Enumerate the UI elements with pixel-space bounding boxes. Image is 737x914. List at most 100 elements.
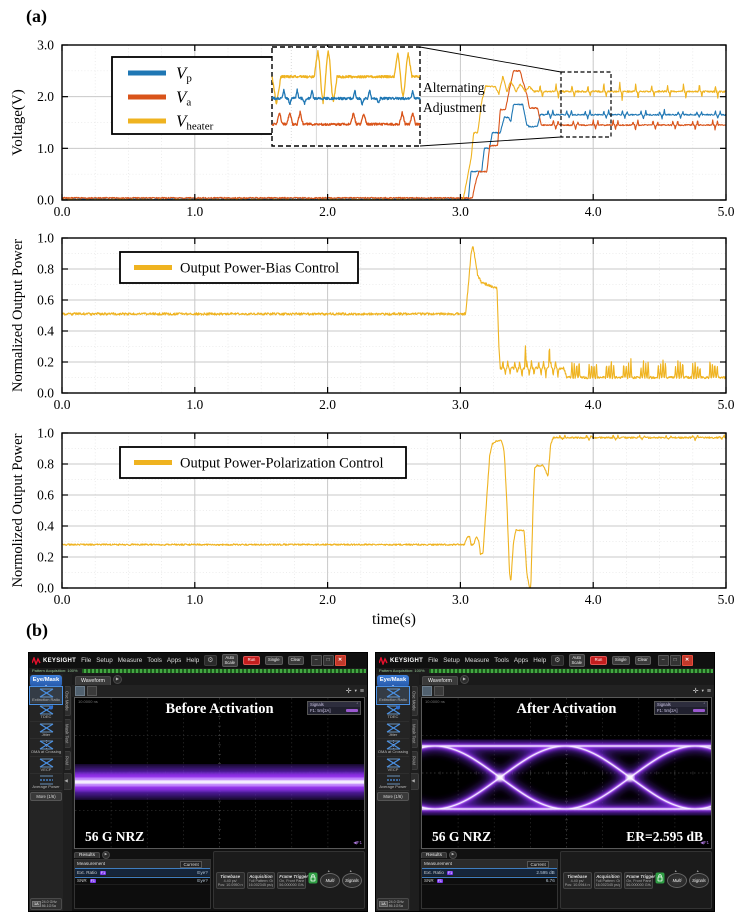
autoscale-button[interactable]: Auto Scale — [221, 653, 238, 668]
layout-button-1[interactable] — [422, 686, 432, 696]
clear-button[interactable]: Clear — [634, 656, 651, 665]
minimize-button[interactable]: – — [310, 655, 322, 666]
module-button[interactable]: 1A 24.0 GHz 86.1GSa — [377, 898, 409, 910]
multi-button[interactable]: ▲ Multi — [667, 869, 688, 888]
gear-icon[interactable]: ⚙ — [204, 655, 217, 666]
collapse-sidebar-icon[interactable]: ◀ — [410, 772, 419, 790]
eye-mask-mode-button[interactable]: Eye/Mask ⌄ — [30, 675, 62, 687]
menu-measure[interactable]: Measure — [117, 657, 143, 664]
tab-results[interactable]: Results — [74, 852, 100, 858]
tab-mask-test[interactable]: Mask Test — [64, 718, 71, 748]
autoscale-button[interactable]: Auto Scale — [568, 653, 585, 668]
acquisition-box[interactable]: Acquisition Full Pattern: On 16.002345 p… — [593, 871, 623, 889]
signals-legend[interactable]: Signals ˆ F1: 5m[2A] — [307, 701, 361, 715]
crosshair-tool-icon[interactable]: ✛ — [345, 688, 352, 695]
tab-menu-icon[interactable]: ▶ — [112, 675, 122, 684]
signals-button[interactable]: ▲ Signals — [689, 869, 710, 888]
svg-text:2.0: 2.0 — [319, 204, 336, 219]
menu-help[interactable]: Help — [533, 657, 547, 664]
module-button[interactable]: 1A 24.0 GHz 86.1GSa — [30, 898, 62, 910]
table-row-snr[interactable]: SNR F1 Eye? — [75, 878, 210, 885]
single-button[interactable]: Single — [264, 656, 283, 665]
sidebar-item-jitter[interactable]: Jitter — [377, 722, 409, 740]
menu-file[interactable]: File — [81, 657, 92, 664]
menu-file[interactable]: File — [428, 657, 439, 664]
tab-menu-icon[interactable]: ▶ — [459, 675, 469, 684]
timebase-box[interactable]: Timebase 4.40 ps/ Pos: 10.0950 ns — [215, 871, 245, 889]
tab-results[interactable]: Results — [421, 852, 447, 858]
menu-icon[interactable]: ≡ — [359, 687, 364, 695]
results-menu-icon[interactable]: ▶ — [102, 851, 110, 859]
sidebar-item-oma-at-crossing[interactable]: OMA at Crossing — [30, 739, 62, 757]
tab-mask-test[interactable]: Mask Test — [411, 718, 418, 748]
multi-button[interactable]: ▲ Multi — [320, 869, 341, 888]
menu-setup[interactable]: Setup — [443, 657, 460, 664]
minimize-button[interactable]: – — [657, 655, 669, 666]
tab-pam[interactable]: PAM — [411, 750, 418, 770]
extinction-ratio-label: ER=2.595 dB — [626, 829, 703, 844]
menu-icon[interactable]: ≡ — [706, 687, 711, 695]
single-button[interactable]: Single — [611, 656, 630, 665]
close-button[interactable]: ✕ — [334, 655, 346, 666]
dropdown-arrow-icon[interactable]: ▾ — [701, 688, 704, 693]
results-menu-icon[interactable]: ▶ — [449, 851, 457, 859]
tab-waveform[interactable]: Waveform — [422, 676, 458, 685]
eye-diagram-icon — [386, 688, 400, 698]
lock-icon[interactable] — [308, 871, 318, 889]
frame-trigger-box[interactable]: Frame Trigger On, Front Panel 56.000000 … — [277, 871, 309, 889]
collapse-sidebar-icon[interactable]: ◀ — [63, 772, 72, 790]
layout-button-2[interactable] — [434, 686, 444, 696]
table-row-ext-ratio[interactable]: Ext. Ratio F1 Eye? — [74, 868, 210, 878]
menu-setup[interactable]: Setup — [96, 657, 113, 664]
timebase-box[interactable]: Timebase 4.40 ps/ Pos: 10.0944 ns — [562, 871, 592, 889]
more-measurements-button[interactable]: More (1/6) — [377, 792, 409, 802]
sidebar-item-oma-at-crossing[interactable]: OMA at Crossing — [377, 739, 409, 757]
eye-mask-mode-button[interactable]: Eye/Mask ⌄ — [377, 675, 409, 687]
tab-waveform[interactable]: Waveform — [75, 676, 111, 685]
svg-text:0.8: 0.8 — [37, 262, 54, 277]
maximize-button[interactable]: □ — [669, 655, 681, 666]
table-row-snr[interactable]: SNR F1 6.76 — [422, 878, 557, 885]
acquisition-box[interactable]: Acquisition Full Pattern: On 16.002345 p… — [246, 871, 276, 889]
menu-tools[interactable]: Tools — [494, 657, 509, 664]
gear-icon[interactable]: ⚙ — [551, 655, 564, 666]
sidebar-item-vecp[interactable]: VECP — [377, 757, 409, 775]
clear-button[interactable]: Clear — [287, 656, 304, 665]
f1-marker: ◀F1 — [353, 840, 362, 845]
signals-legend[interactable]: Signals ˆ F1: 5m[2A] — [654, 701, 708, 715]
run-button[interactable]: Run — [589, 656, 607, 665]
menu-measure[interactable]: Measure — [464, 657, 490, 664]
layout-button-2[interactable] — [87, 686, 97, 696]
sidebar-item-extinction-ratio[interactable]: Extinction Ratio — [29, 685, 63, 706]
signals-button[interactable]: ▲ Signals — [342, 869, 363, 888]
menu-tools[interactable]: Tools — [147, 657, 162, 664]
dropdown-arrow-icon[interactable]: ▾ — [354, 688, 357, 693]
sidebar-item-average-power[interactable]: Average Power — [30, 774, 62, 792]
sidebar-item-jitter[interactable]: Jitter — [30, 722, 62, 740]
tab-osc-mode[interactable]: Osc Mode — [411, 686, 418, 716]
maximize-button[interactable]: □ — [322, 655, 334, 666]
collapse-icon[interactable]: ˆ — [356, 702, 358, 707]
more-measurements-button[interactable]: More (1/6) — [30, 792, 62, 802]
sidebar-item-tdec[interactable]: TDEC — [30, 704, 62, 722]
layout-button-1[interactable] — [75, 686, 85, 696]
menu-help[interactable]: Help — [186, 657, 200, 664]
tab-pam[interactable]: PAM — [64, 750, 71, 770]
menu-apps[interactable]: Apps — [166, 657, 182, 664]
sidebar-item-tdec[interactable]: TDEC — [377, 704, 409, 722]
svg-text:0.0: 0.0 — [37, 193, 54, 208]
menu-apps[interactable]: Apps — [513, 657, 529, 664]
lock-icon[interactable] — [655, 871, 665, 889]
acquisition-progress-stripes — [428, 669, 713, 673]
tab-osc-mode[interactable]: Osc Mode — [64, 686, 71, 716]
measurement-sidebar: Eye/Mask ⌄ Extinction Ratio TDEC Jitter O… — [29, 674, 63, 911]
sidebar-item-average-power[interactable]: Average Power — [377, 774, 409, 792]
close-button[interactable]: ✕ — [681, 655, 693, 666]
table-row-ext-ratio[interactable]: Ext. Ratio F1 2.595 dB — [421, 868, 557, 878]
sidebar-item-extinction-ratio[interactable]: Extinction Ratio — [376, 685, 410, 706]
collapse-icon[interactable]: ˆ — [703, 702, 705, 707]
crosshair-tool-icon[interactable]: ✛ — [692, 688, 699, 695]
sidebar-item-vecp[interactable]: VECP — [30, 757, 62, 775]
frame-trigger-box[interactable]: Frame Trigger On, Front Panel 56.000000 … — [624, 871, 656, 889]
run-button[interactable]: Run — [242, 656, 260, 665]
